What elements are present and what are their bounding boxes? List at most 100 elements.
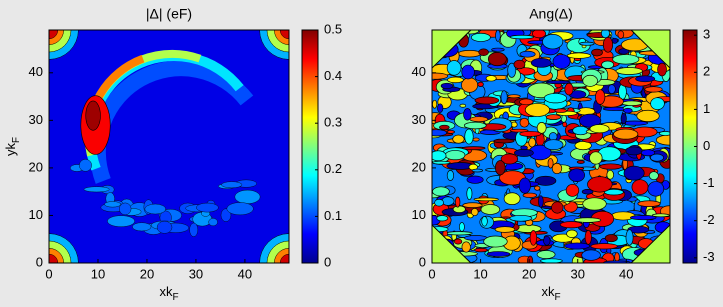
phase-blob <box>564 242 590 250</box>
phase-blob <box>545 80 571 85</box>
phase-blob <box>471 168 484 173</box>
phase-blob <box>630 215 657 221</box>
phase-blob <box>564 82 574 96</box>
phase-blob <box>463 121 487 130</box>
colorbar-tick-label: 0 <box>324 254 331 269</box>
x-tick-label: 0 <box>428 266 435 281</box>
peak <box>85 100 101 131</box>
phase-blob <box>554 108 568 113</box>
colorbar-tick-label: -2 <box>703 212 715 227</box>
phase-blob <box>466 175 484 184</box>
phase-blob <box>539 258 563 263</box>
phase-blob <box>574 141 592 151</box>
phase-blob <box>551 162 563 175</box>
blob <box>119 202 132 216</box>
phase-blob <box>509 128 529 133</box>
phase-blob <box>500 153 519 165</box>
blob <box>83 186 110 193</box>
phase-blob <box>464 128 474 145</box>
phase-blob <box>623 165 645 181</box>
phase-blob <box>509 34 534 40</box>
phase-blob <box>513 59 526 70</box>
phase-blob <box>432 150 447 162</box>
phase-blob <box>529 230 538 246</box>
colorbar-tick-label: 3 <box>703 27 710 42</box>
colorbar-tick-label: 0 <box>703 138 710 153</box>
phase-blob <box>536 122 547 134</box>
phase-blob <box>595 89 606 105</box>
phase-blob <box>486 251 511 257</box>
x-tick-label: 20 <box>140 266 154 281</box>
phase-blob <box>591 48 603 57</box>
x-tick-label: 20 <box>522 266 536 281</box>
blob <box>196 202 219 213</box>
phase-blob <box>542 34 564 50</box>
phase-blob <box>446 169 455 181</box>
phase-blob <box>566 52 592 59</box>
phase-blob <box>494 160 506 176</box>
colorbar-tick-label: -1 <box>703 175 715 190</box>
phase-blob <box>469 116 489 123</box>
x-axis-label: xkF <box>159 284 178 302</box>
phase-blob <box>566 229 578 238</box>
octagon-edge <box>432 30 670 263</box>
phase-blob <box>477 81 484 87</box>
y-tick-label: 40 <box>412 64 426 79</box>
colorbar-tick-label: 1 <box>703 101 710 116</box>
phase-blob <box>650 153 664 162</box>
axes-frame <box>431 29 671 264</box>
phase-blob <box>614 252 620 263</box>
phase-blob <box>606 169 614 180</box>
phase-blob <box>493 138 515 144</box>
colorbar-tick-label: 0.2 <box>324 161 342 176</box>
colorbar-tick-label: 0.3 <box>324 115 342 130</box>
phase-blob <box>603 188 624 196</box>
y-axis-label: ykF <box>3 137 21 156</box>
blob <box>208 218 218 227</box>
blob <box>132 222 152 232</box>
phase-blob <box>545 114 562 120</box>
blob <box>144 203 166 215</box>
phase-blob <box>507 94 521 99</box>
phase-blob <box>613 128 639 140</box>
phase-blob <box>473 197 499 202</box>
phase-blob <box>581 249 601 261</box>
phase-blob <box>635 75 656 83</box>
phase-blob <box>478 48 489 56</box>
x-tick-label: 30 <box>189 266 203 281</box>
y-tick-label: 40 <box>29 64 43 79</box>
phase-blob <box>589 124 610 134</box>
phase-blob <box>470 32 491 42</box>
phase-blob <box>519 50 536 58</box>
phase-blob <box>527 82 555 99</box>
phase-blob <box>552 54 571 69</box>
phase-blob <box>487 51 507 67</box>
phase-blob <box>547 158 554 169</box>
phase-blob <box>562 121 568 128</box>
phase-blob <box>543 235 551 246</box>
phase-blob <box>455 196 461 208</box>
phase-blob <box>519 98 534 106</box>
field <box>432 30 670 263</box>
phase-blob <box>452 205 466 213</box>
phase-blob <box>461 241 471 253</box>
phase-blob <box>589 151 603 165</box>
phase-blob <box>514 148 534 157</box>
corner-blob <box>49 30 59 40</box>
phase-blob <box>436 215 449 222</box>
phase-blob <box>485 75 497 82</box>
phase-blob <box>440 82 454 89</box>
phase-blob <box>579 41 595 46</box>
phase-blob <box>439 124 450 130</box>
phase-blob <box>481 216 488 227</box>
phase-blob <box>657 62 667 77</box>
phase-field <box>432 30 670 263</box>
phase-blob <box>463 108 472 121</box>
colorbar-tick-label: 0.4 <box>324 68 342 83</box>
phase-blob <box>470 208 479 217</box>
phase-blob <box>631 179 649 195</box>
axes-frame <box>48 29 290 264</box>
phase-blob <box>461 146 486 151</box>
phase-blob <box>446 130 455 134</box>
